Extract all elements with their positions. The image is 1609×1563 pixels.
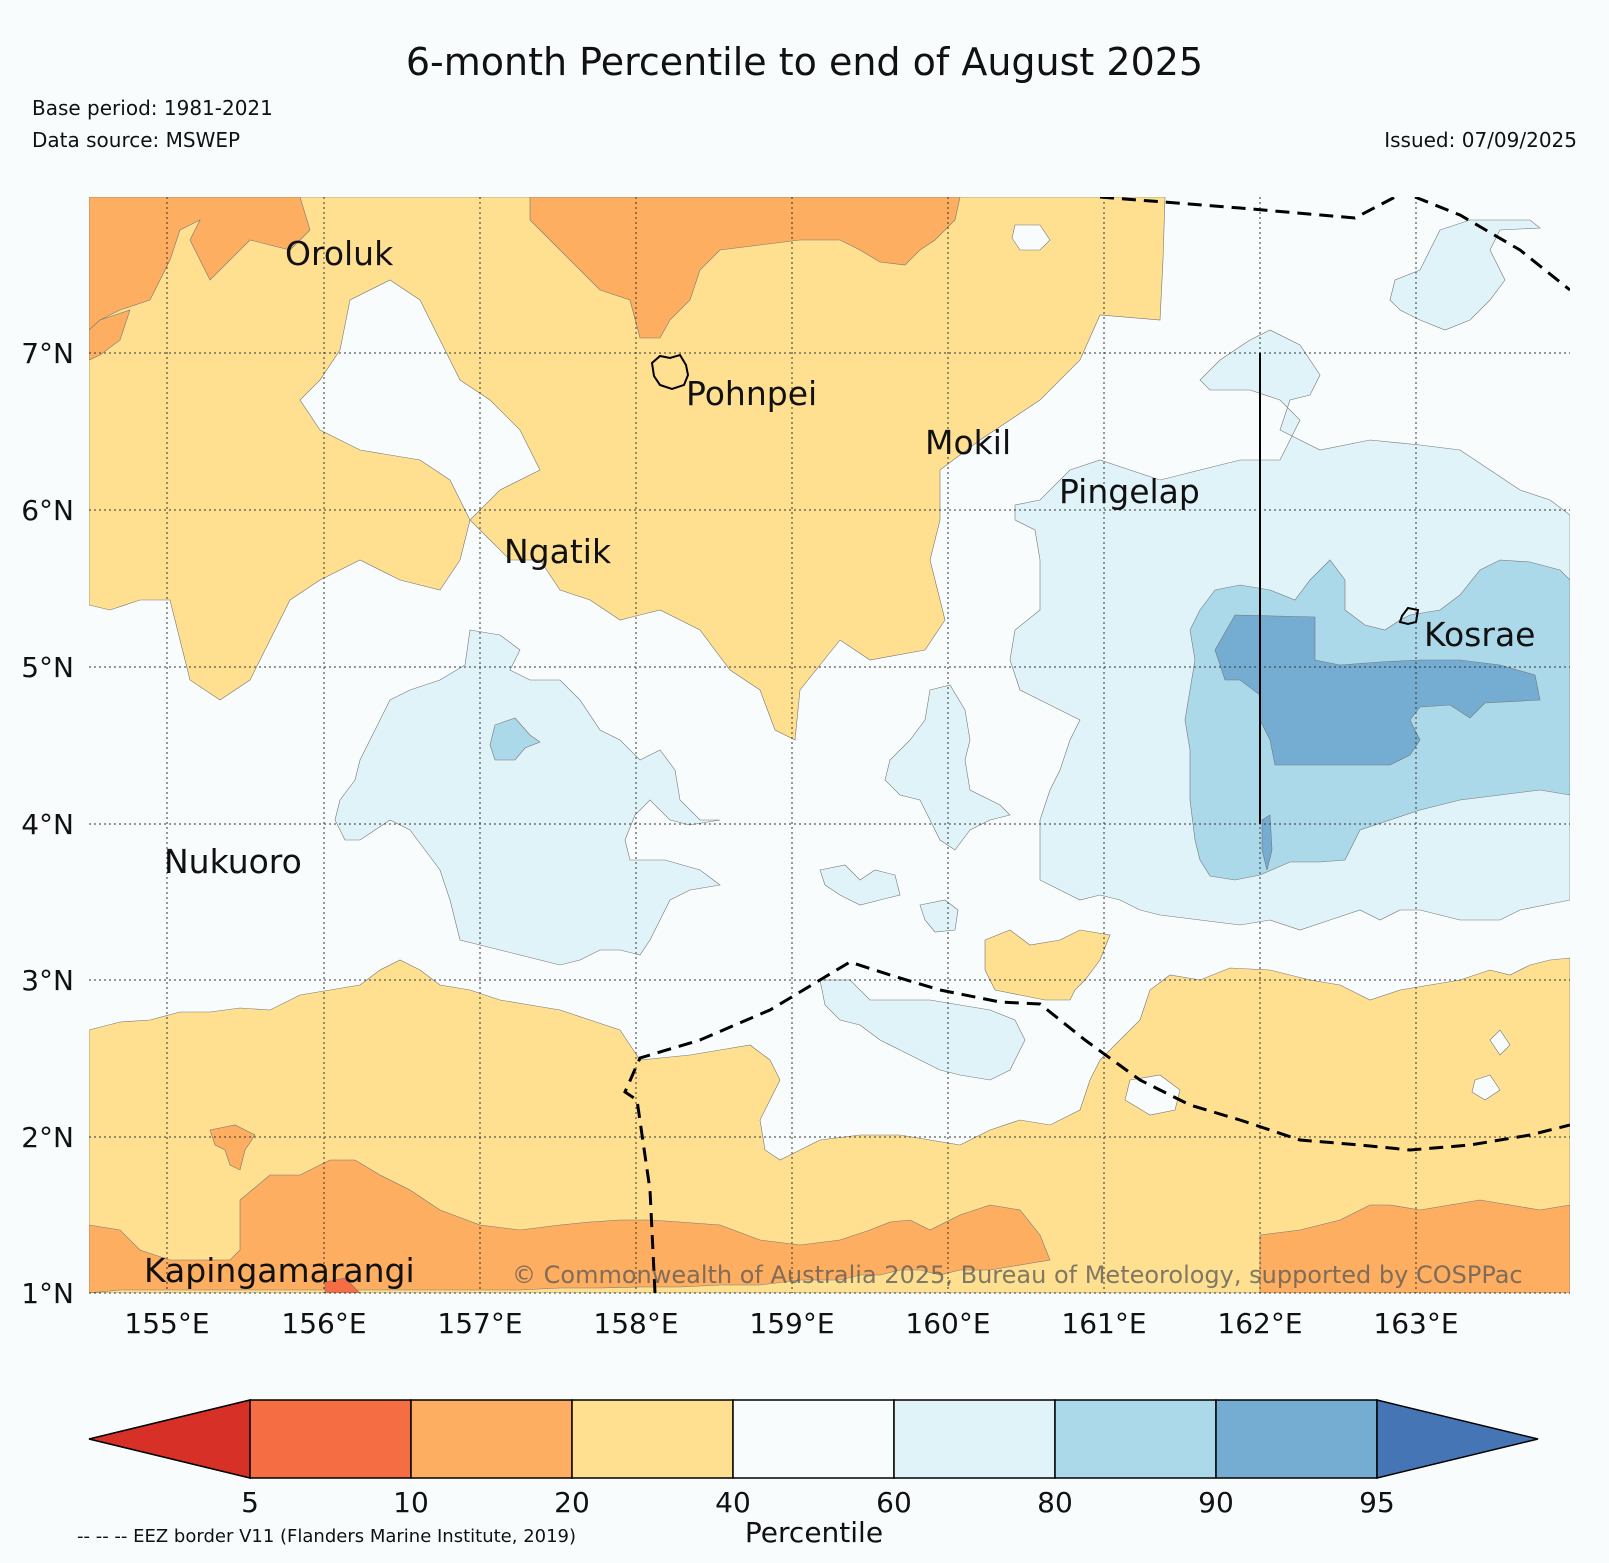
- colorbar-tick-80: 80: [1037, 1486, 1073, 1519]
- map-field: [89, 197, 1570, 1293]
- place-mokil: Mokil: [925, 423, 1011, 462]
- field-60-80-center: [334, 629, 721, 966]
- field-40-60-hole-south-a: [1124, 1074, 1181, 1116]
- colorbar-tick-90: 90: [1198, 1486, 1234, 1519]
- field-40-60-hole-south-b: [1471, 1074, 1501, 1101]
- lat-label-2n: 2°N: [21, 1121, 74, 1154]
- place-kapingamarangi: Kapingamarangi: [144, 1251, 415, 1290]
- colorbar-label: Percentile: [745, 1516, 883, 1549]
- lon-label-162e: 162°E: [1217, 1307, 1302, 1340]
- field-80-90-center: [489, 717, 541, 761]
- lon-label-156e: 156°E: [281, 1307, 366, 1340]
- pohnpei-island-outline: [650, 353, 690, 391]
- colorbar-tick-60: 60: [876, 1486, 912, 1519]
- lon-label-161e: 161°E: [1061, 1307, 1146, 1340]
- graticule: [89, 197, 1570, 1294]
- field-20-40-south: [89, 957, 1570, 1293]
- lon-label-159e: 159°E: [749, 1307, 834, 1340]
- field-40-60-hole-south-c: [1489, 1029, 1511, 1056]
- base-period: Base period: 1981-2021: [32, 96, 273, 120]
- place-kosrae: Kosrae: [1424, 615, 1535, 654]
- eez-border: [623, 197, 1570, 1293]
- place-oroluk: Oroluk: [285, 234, 394, 273]
- colorbar: [88, 1399, 1539, 1479]
- copyright-notice: © Commonwealth of Australia 2025, Bureau…: [512, 1261, 1523, 1289]
- field-20-40-north: [89, 197, 1166, 741]
- place-pingelap: Pingelap: [1059, 472, 1200, 511]
- field-40-60-hole: [1011, 224, 1051, 251]
- eez-legend-note: -- -- -- EEZ border V11 (Flanders Marine…: [77, 1526, 576, 1547]
- colorbar-below-5: [88, 1399, 251, 1479]
- colorbar-90-95: [1215, 1399, 1378, 1479]
- field-5-10-dot: [324, 1277, 361, 1293]
- field-10-20-south: [89, 1159, 1051, 1293]
- field-90-95-spike: [1261, 814, 1273, 871]
- lat-label-1n: 1°N: [21, 1277, 74, 1310]
- field-60-80-patch-d: [819, 979, 1026, 1081]
- kosrae-island-outline: [1398, 606, 1420, 626]
- map-title: 6-month Percentile to end of August 2025: [405, 40, 1204, 84]
- colorbar-5-10: [249, 1399, 412, 1479]
- field-10-20-dot-a: [209, 1124, 256, 1171]
- field-10-20-north-west: [89, 197, 311, 331]
- place-ngatik: Ngatik: [504, 532, 612, 571]
- colorbar-above-95: [1376, 1399, 1539, 1479]
- colorbar-tick-5: 5: [241, 1486, 259, 1519]
- field-10-20-south-east: [1259, 1199, 1570, 1293]
- colorbar-80-90: [1054, 1399, 1217, 1479]
- lat-label-4n: 4°N: [21, 808, 74, 841]
- field-60-80-patch-b: [819, 864, 901, 906]
- place-nukuoro: Nukuoro: [164, 842, 302, 881]
- colorbar-60-80: [893, 1399, 1056, 1479]
- colorbar-20-40: [571, 1399, 734, 1479]
- lon-label-155e: 155°E: [124, 1307, 209, 1340]
- colorbar-tick-10: 10: [393, 1486, 429, 1519]
- lat-label-5n: 5°N: [21, 651, 74, 684]
- colorbar-40-60: [732, 1399, 895, 1479]
- issued-date: Issued: 07/09/2025: [1384, 128, 1577, 152]
- place-pohnpei: Pohnpei: [686, 374, 817, 413]
- field-10-20-north-west-b: [89, 309, 131, 361]
- lon-label-157e: 157°E: [437, 1307, 522, 1340]
- colorbar-tick-95: 95: [1359, 1486, 1395, 1519]
- lon-label-163e: 163°E: [1373, 1307, 1458, 1340]
- colorbar-tick-40: 40: [715, 1486, 751, 1519]
- lon-label-160e: 160°E: [905, 1307, 990, 1340]
- colorbar-tick-20: 20: [554, 1486, 590, 1519]
- colorbar-10-20: [410, 1399, 573, 1479]
- lat-label-6n: 6°N: [21, 494, 74, 527]
- lat-label-7n: 7°N: [21, 337, 74, 370]
- data-source: Data source: MSWEP: [32, 128, 241, 152]
- lon-label-158e: 158°E: [593, 1307, 678, 1340]
- field-10-20-north-center: [529, 197, 961, 339]
- lat-label-3n: 3°N: [21, 964, 74, 997]
- field-60-80-north-east: [1389, 219, 1541, 331]
